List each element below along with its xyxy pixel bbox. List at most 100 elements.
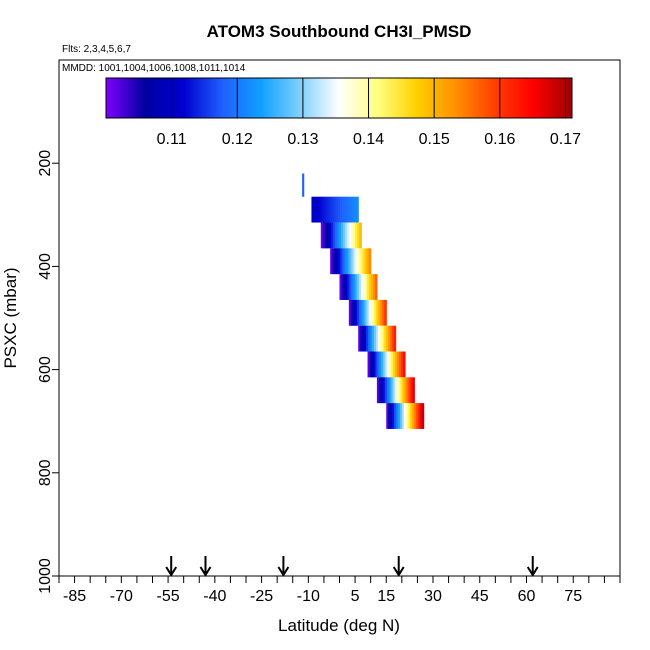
data-cell-segment: [346, 248, 349, 275]
data-cell-segment: [362, 325, 365, 352]
data-cell-segment: [363, 274, 366, 300]
data-cell-segment: [315, 196, 319, 223]
data-cell-segment: [375, 351, 378, 378]
data-cell-segment: [391, 351, 394, 378]
data-cell-segment: [350, 299, 354, 326]
data-cell-segment: [391, 325, 395, 352]
data-cell-segment: [360, 299, 364, 326]
data-cell-segment: [357, 274, 360, 300]
data-cell-segment: [385, 325, 389, 352]
x-tick-label: 60: [518, 588, 536, 605]
data-cell-segment: [352, 299, 356, 326]
data-cell-segment: [376, 299, 379, 326]
data-cell-segment: [362, 248, 366, 275]
data-cell-segment: [390, 377, 394, 404]
data-cell-segment: [412, 377, 415, 404]
y-tick-label: 600: [37, 356, 54, 383]
data-cell-segment: [379, 325, 383, 352]
data-cell-segment: [373, 325, 377, 352]
data-cell-segment: [355, 274, 358, 300]
x-tick-label: -10: [297, 588, 320, 605]
y-axis-label: PSXC (mbar): [1, 267, 20, 368]
data-cell-segment: [386, 377, 390, 404]
data-cell-segment: [364, 299, 368, 326]
data-cell-segment: [377, 325, 381, 352]
data-cell-segment: [358, 325, 361, 352]
x-tick-label: 45: [471, 588, 489, 605]
data-cell-segment: [358, 299, 362, 326]
data-cell-segment: [332, 248, 335, 275]
data-cell-segment: [383, 325, 387, 352]
data-cell-segment: [368, 248, 372, 275]
flight-arrow-head: [199, 566, 212, 577]
data-cell-segment: [374, 274, 378, 300]
data-cell-segment: [417, 403, 421, 429]
data-cell-segment: [393, 351, 396, 378]
data-cell-segment: [362, 299, 366, 326]
data-cell-segment: [368, 299, 372, 326]
data-cell-segment: [402, 351, 406, 378]
data-cell-segment: [396, 377, 400, 404]
data-cell-segment: [346, 196, 349, 223]
data-cell-segment: [392, 403, 395, 429]
colorbar-tick-label: 0.13: [287, 131, 318, 148]
data-cell-segment: [384, 377, 388, 404]
x-tick-label: 30: [424, 588, 442, 605]
colorbar-tick-label: 0.14: [353, 131, 384, 148]
data-cell-segment: [388, 403, 391, 429]
data-cell-segment: [351, 222, 354, 249]
data-cell-segment: [322, 222, 326, 249]
data-cell-segment: [371, 351, 375, 378]
data-cell-segment: [352, 196, 355, 223]
data-cell-segment: [327, 196, 331, 223]
data-cell-segment: [371, 325, 375, 352]
data-cell-segment: [401, 403, 405, 429]
data-cell-segment: [383, 351, 386, 378]
data-cell-segment: [367, 274, 370, 300]
data-cell-segment: [398, 377, 402, 404]
data-cell-segment: [381, 351, 384, 378]
y-tick-label: 400: [37, 253, 54, 280]
data-cell-segment: [380, 299, 383, 326]
data-cell-segment: [379, 351, 382, 378]
data-cell-segment: [349, 274, 352, 300]
data-cell-segment: [385, 351, 388, 378]
data-cell-segment: [334, 248, 337, 275]
data-cell-segment: [365, 274, 368, 300]
data-cell-segment: [395, 351, 398, 378]
data-cell-segment: [328, 222, 332, 249]
data-cell-segment: [353, 274, 356, 300]
data-cell-segment: [338, 248, 341, 275]
data-cell-segment: [401, 351, 404, 378]
x-tick-label: 15: [377, 588, 395, 605]
data-cell-segment: [378, 299, 381, 326]
data-cell-segment: [398, 403, 401, 429]
flights-note: Flts: 2,3,4,5,6,7: [62, 44, 131, 55]
x-tick-label: -40: [203, 588, 226, 605]
data-cell-segment: [373, 351, 377, 378]
data-cell-segment: [357, 222, 360, 249]
data-cell-segment: [382, 377, 386, 404]
data-cell-segment: [380, 377, 384, 404]
x-tick-label: 5: [351, 588, 360, 605]
data-cell-segment: [382, 299, 385, 326]
data-cell-segment: [348, 248, 352, 275]
data-cell-segment: [331, 196, 335, 223]
data-cell-segment: [399, 351, 402, 378]
x-tick-label: 75: [564, 588, 582, 605]
data-cell-segment: [419, 403, 423, 429]
data-cell-segment: [404, 377, 408, 404]
y-axis: 200 400 600 800 1000: [37, 150, 59, 594]
data-cell-segment: [341, 222, 344, 249]
data-cell-segment: [354, 299, 358, 326]
flight-arrows: [165, 556, 539, 577]
data-cell-segment: [356, 299, 360, 326]
data-cell-segment: [415, 403, 419, 429]
data-cell-segment: [376, 377, 380, 404]
x-tick-label: -25: [250, 588, 273, 605]
data-cell-segment: [347, 274, 350, 300]
y-tick-label: 1000: [37, 558, 54, 594]
data-cell-segment: [350, 248, 354, 275]
colorbar-tick-label: 0.17: [550, 131, 581, 148]
data-cell-segment: [349, 222, 352, 249]
